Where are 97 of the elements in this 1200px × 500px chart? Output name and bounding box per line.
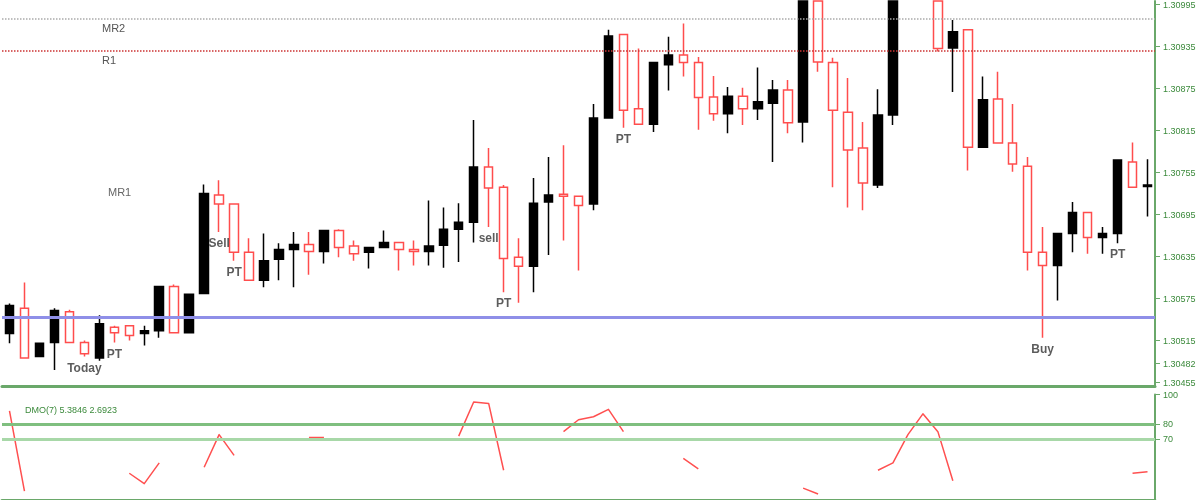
y-tick-label: 1.30935: [1163, 41, 1196, 52]
candlestick: [812, 0, 824, 73]
candlestick: [708, 75, 719, 122]
y-tick-label: 1.30635: [1163, 251, 1196, 262]
candlestick: [678, 22, 689, 78]
candlestick: [228, 203, 240, 262]
candlestick: [1052, 232, 1063, 302]
candlestick: [588, 103, 599, 212]
candlestick: [887, 0, 899, 126]
text: Buy: [1031, 341, 1055, 356]
candlestick: [1007, 103, 1018, 173]
candlestick: [633, 47, 644, 125]
candlestick: [468, 119, 479, 244]
candlestick: [618, 33, 629, 129]
y-tick-label: 1.30695: [1163, 209, 1196, 220]
candlestick: [528, 177, 539, 293]
candlestick: [453, 202, 464, 263]
candlestick: [947, 19, 959, 93]
candlestick: [1082, 211, 1093, 255]
candlestick: [378, 229, 390, 249]
y-tick-label: 1.30515: [1163, 335, 1196, 346]
candlestick: [1037, 226, 1048, 339]
candlestick: [663, 35, 674, 92]
y-tick-label: 1.30755: [1163, 167, 1196, 178]
candlestick: [288, 231, 300, 289]
text: PT: [1109, 247, 1126, 262]
candlestick: [782, 79, 794, 135]
candlestick: [318, 229, 330, 265]
candlestick: [857, 121, 869, 212]
y-tick-label: 1.30482: [1163, 358, 1196, 369]
y-tick-label: 1.30455: [1163, 377, 1196, 388]
candlestick: [1097, 226, 1108, 255]
y-tick-label: 1.30815: [1163, 125, 1196, 136]
candlestick: [603, 28, 614, 119]
candlestick: [94, 314, 105, 362]
candlestick: [438, 206, 449, 269]
candlestick: [797, 0, 809, 144]
candlestick: [303, 231, 315, 276]
candlestick: [513, 237, 524, 304]
candlestick: [932, 0, 944, 53]
candlestick: [767, 79, 779, 163]
candlestick: [273, 242, 285, 282]
candlestick: [872, 88, 884, 189]
y-tick-label: 70: [1163, 434, 1174, 445]
candlestick: [722, 86, 734, 135]
candlestick: [19, 281, 30, 359]
candlestick: [977, 75, 989, 149]
ref-line-label: MR2: [102, 22, 126, 34]
candlestick: [483, 147, 494, 228]
candlestick: [198, 183, 210, 295]
candlestick: [109, 325, 120, 344]
candlestick: [393, 241, 405, 272]
text: Sell: [208, 236, 230, 250]
y-tick-label: 1.30575: [1163, 293, 1196, 304]
y-tick-label: 1.30995: [1163, 0, 1196, 10]
y-tick-label: 80: [1163, 419, 1174, 430]
candlestick: [827, 56, 839, 188]
candlestick: [139, 325, 150, 347]
candlestick: [79, 339, 90, 358]
candlestick: [348, 239, 360, 262]
y-tick-label: 1.30875: [1163, 83, 1196, 94]
candlestick: [1112, 159, 1123, 244]
candlestick: [573, 195, 584, 272]
candlestick: [648, 61, 659, 133]
candlestick: [124, 325, 135, 342]
text: PT: [106, 346, 122, 361]
candlestick: [333, 228, 345, 258]
candlestick: [992, 70, 1004, 144]
candlestick: [498, 184, 509, 293]
candlestick: [408, 239, 420, 267]
candlestick: [842, 77, 854, 209]
candlestick: [243, 237, 255, 282]
y-tick-label: 100: [1163, 389, 1179, 400]
candlestick: [423, 199, 435, 267]
candlestick: [1142, 158, 1153, 218]
text: PT: [495, 296, 512, 311]
candlestick: [558, 144, 569, 242]
candlestick: [737, 87, 749, 126]
ref-line-label: R1: [102, 54, 117, 67]
candlestick: [168, 283, 180, 334]
candlestick: [363, 246, 375, 270]
text: PT: [615, 131, 632, 146]
candlestick: [962, 28, 974, 172]
text: sell: [478, 231, 499, 246]
candlestick: [543, 156, 554, 256]
candlestick: [1127, 141, 1138, 188]
candlestick: [34, 342, 45, 358]
annotation: MR1: [108, 185, 132, 198]
text: Today: [67, 360, 102, 375]
candlestick: [213, 179, 225, 233]
text: PT: [226, 264, 242, 279]
candlestick: [752, 66, 764, 121]
candlestick: [1022, 156, 1033, 272]
text: DMO(7) 5.3846 2.6923: [25, 404, 118, 415]
candlestick: [1067, 201, 1078, 254]
candlestick: [258, 232, 270, 289]
candlestick: [693, 56, 704, 131]
